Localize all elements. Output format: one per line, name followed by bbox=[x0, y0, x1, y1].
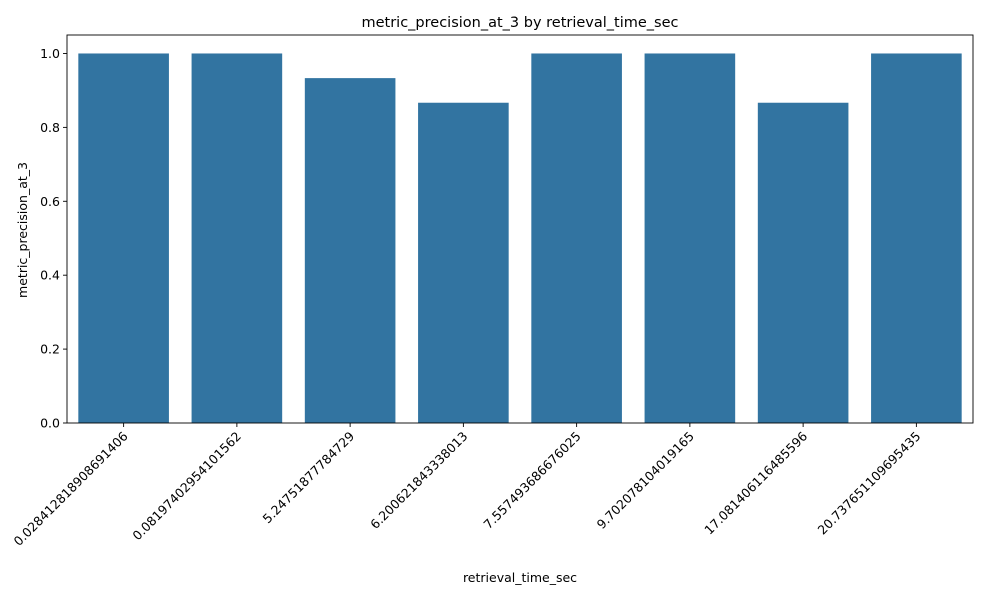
y-tick-label: 0.6 bbox=[40, 194, 60, 209]
y-tick-label: 1.0 bbox=[40, 46, 60, 61]
y-axis-label: metric_precision_at_3 bbox=[15, 162, 30, 298]
x-tick-label: 5.24751877784729 bbox=[259, 428, 357, 526]
x-tick-label: 7.55749368667602​5 bbox=[480, 429, 583, 532]
bar bbox=[304, 78, 396, 424]
bar bbox=[418, 102, 509, 424]
x-tick-label: 6.20062184333801​3 bbox=[367, 429, 470, 532]
bar bbox=[531, 53, 622, 423]
x-tick-label: 0.0819740295410156​2 bbox=[129, 429, 244, 544]
chart-title: metric_precision_at_3 by retrieval_time_… bbox=[361, 15, 678, 31]
y-tick-label: 0.0 bbox=[40, 416, 60, 431]
y-tick-label: 0.2 bbox=[40, 342, 60, 357]
x-tick-label: 0.028412818908691406 bbox=[10, 428, 130, 548]
bar bbox=[78, 53, 169, 423]
bar bbox=[191, 53, 283, 423]
bar bbox=[757, 102, 849, 424]
plot-area: 0.0 0.2 0.4 0.6 0.8 1.0 0.0284128189086914060.… bbox=[10, 34, 974, 549]
y-tick-label: 0.4 bbox=[40, 268, 60, 283]
x-tick-label: 17.08140611648559​6 bbox=[701, 428, 810, 537]
y-tick-label: 0.8 bbox=[40, 120, 60, 135]
x-tick-label: 9.70207810401916​5 bbox=[594, 429, 697, 532]
x-axis-label: retrieval_time_sec bbox=[463, 570, 577, 585]
x-tick-label: 20.73765110969543​5 bbox=[814, 429, 923, 538]
bar bbox=[644, 53, 736, 423]
axes-frame bbox=[66, 34, 974, 424]
bar bbox=[871, 53, 962, 423]
